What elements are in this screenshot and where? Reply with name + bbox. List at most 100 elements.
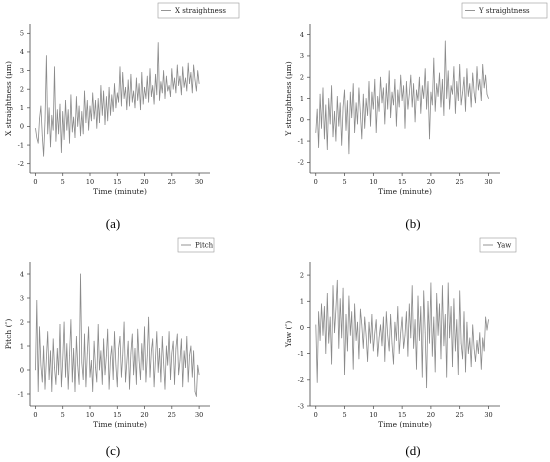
data-point <box>156 331 158 332</box>
data-point <box>46 357 47 359</box>
x-tick-label: 0 <box>33 411 37 419</box>
data-point <box>99 369 100 371</box>
data-point <box>115 107 117 109</box>
data-point <box>347 350 348 352</box>
data-point <box>315 324 317 326</box>
data-point <box>436 83 438 84</box>
data-point <box>47 331 49 332</box>
data-point <box>462 358 463 360</box>
data-point <box>76 336 77 337</box>
data-point <box>81 111 83 112</box>
data-point <box>125 381 126 383</box>
data-point <box>473 348 475 349</box>
data-point <box>325 353 327 354</box>
data-point <box>166 345 167 347</box>
data-point <box>393 104 394 106</box>
data-point <box>322 87 324 89</box>
data-point <box>78 384 80 385</box>
chart-panel-a: 0 5 10 15 20 25 30 -2 -1 0 1 2 3 4 5 Time (minute) X str… <box>4 2 240 231</box>
data-point <box>401 316 403 318</box>
data-point <box>159 100 160 101</box>
data-point <box>455 113 456 114</box>
data-point <box>483 350 485 352</box>
data-point <box>131 101 133 103</box>
data-point <box>198 83 200 84</box>
data-point <box>65 376 66 378</box>
data-point <box>156 94 158 96</box>
data-point <box>122 355 124 356</box>
data-point <box>171 352 173 354</box>
data-point <box>48 379 50 380</box>
data-point <box>176 64 178 66</box>
data-point <box>404 334 406 336</box>
data-point <box>86 352 88 354</box>
data-point <box>194 79 196 81</box>
y-tick-label: -3 <box>298 402 304 410</box>
data-point <box>88 326 89 328</box>
data-point <box>355 340 357 341</box>
data-point <box>362 93 364 95</box>
y-axis-label: Yaw (″) <box>284 321 293 348</box>
data-point <box>104 374 106 376</box>
data-point <box>133 374 134 376</box>
x-tick-label: 30 <box>195 178 203 186</box>
data-point <box>112 111 114 112</box>
data-point <box>338 125 340 127</box>
data-point <box>47 133 49 135</box>
y-tick-label: -1 <box>18 390 24 398</box>
data-point <box>380 76 381 78</box>
data-point <box>175 348 177 349</box>
data-point <box>408 93 410 95</box>
data-point <box>142 369 144 371</box>
legend: X straightness <box>157 2 240 19</box>
y-tick-label: 3 <box>20 67 24 75</box>
data-point <box>450 306 452 307</box>
data-point <box>354 132 355 133</box>
data-point <box>44 120 46 122</box>
data-point <box>335 308 337 310</box>
data-point <box>463 311 465 313</box>
data-point <box>485 316 486 318</box>
data-point <box>453 66 455 67</box>
data-point <box>426 387 427 389</box>
y-tick-label: 3 <box>20 294 24 302</box>
data-point <box>171 68 173 70</box>
data-point <box>41 135 43 137</box>
data-point <box>71 381 73 383</box>
data-point <box>384 123 386 125</box>
data-point <box>413 83 414 84</box>
data-point <box>144 326 145 328</box>
data-point <box>315 132 317 133</box>
y-tick-label: 0 <box>20 366 24 374</box>
data-point <box>56 348 58 349</box>
x-tick-label: 15 <box>398 178 406 186</box>
data-point <box>41 381 43 383</box>
data-point <box>331 85 332 87</box>
y-axis-label: Y straightness (μm) <box>284 61 293 137</box>
data-point <box>372 108 374 110</box>
data-point <box>396 125 397 127</box>
data-point <box>74 391 76 392</box>
data-point <box>186 90 188 92</box>
y-tick-label: -2 <box>18 160 24 168</box>
data-point <box>164 388 166 390</box>
data-point <box>152 85 154 86</box>
data-point <box>417 295 419 297</box>
data-point <box>157 372 159 373</box>
data-point <box>129 105 130 107</box>
y-tick-label: 2 <box>20 318 24 326</box>
legend-box <box>157 2 240 19</box>
data-point <box>131 333 133 335</box>
y-tick-label: 4 <box>20 270 24 278</box>
data-point <box>84 90 85 92</box>
data-point <box>347 100 348 101</box>
data-point <box>167 364 169 366</box>
data-point <box>378 110 380 112</box>
data-point <box>447 282 449 284</box>
data-point <box>403 85 404 87</box>
data-point <box>167 90 169 92</box>
data-point <box>101 384 103 385</box>
data-point <box>55 384 57 385</box>
data-point <box>77 364 79 366</box>
data-point <box>185 77 186 79</box>
